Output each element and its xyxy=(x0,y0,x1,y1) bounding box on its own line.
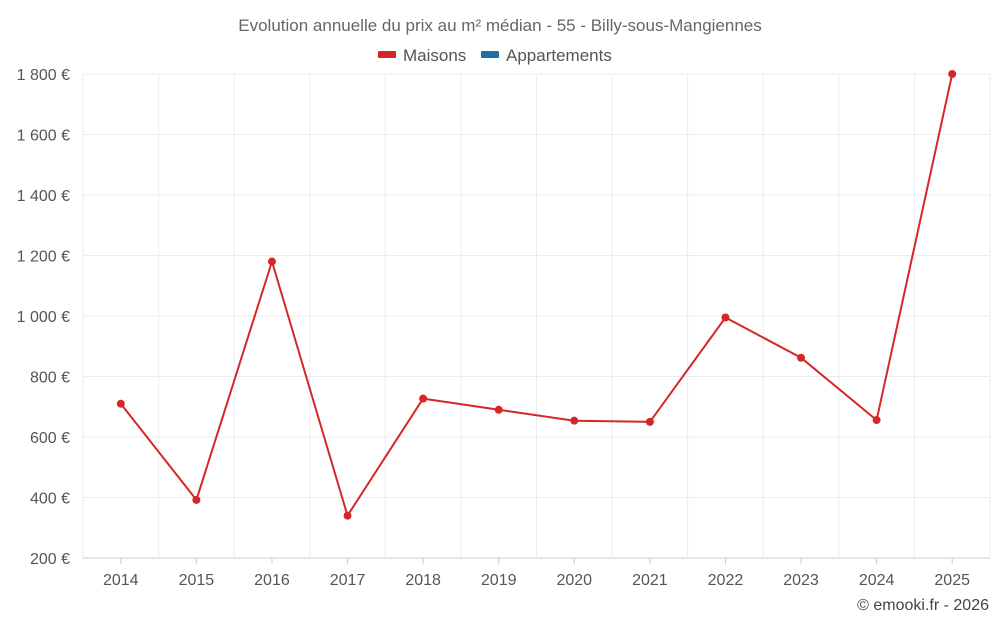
y-tick-label: 1 600 € xyxy=(17,128,70,145)
data-point[interactable] xyxy=(192,495,201,504)
x-tick-label: 2020 xyxy=(556,572,592,589)
data-point[interactable] xyxy=(570,416,579,425)
data-point[interactable] xyxy=(116,399,125,408)
legend-label-maisons: Maisons xyxy=(403,46,466,65)
data-point[interactable] xyxy=(343,511,352,520)
y-tick-label: 1 200 € xyxy=(17,249,70,266)
data-point[interactable] xyxy=(645,417,654,426)
y-tick-label: 600 € xyxy=(30,430,70,447)
x-tick-label: 2023 xyxy=(783,572,819,589)
x-axis: 2014 2015 2016 2017 2018 2019 2020 2021 2022 2023… xyxy=(103,558,970,589)
y-tick-label: 1 800 € xyxy=(17,67,70,84)
y-tick-label: 200 € xyxy=(30,551,70,568)
footer-credit: © emooki.fr - 2026 xyxy=(857,597,989,614)
x-tick-label: 2018 xyxy=(405,572,441,589)
x-tick-label: 2017 xyxy=(330,572,366,589)
x-tick-label: 2025 xyxy=(934,572,970,589)
chart-title: Evolution annuelle du prix au m² médian … xyxy=(238,16,762,35)
legend-item-appartements[interactable]: Appartements xyxy=(481,46,612,65)
legend-swatch-appartements xyxy=(481,51,499,58)
data-point[interactable] xyxy=(872,416,881,425)
y-tick-label: 800 € xyxy=(30,370,70,387)
x-tick-label: 2024 xyxy=(859,572,895,589)
y-tick-label: 1 400 € xyxy=(17,188,70,205)
x-tick-label: 2021 xyxy=(632,572,668,589)
data-point[interactable] xyxy=(267,257,276,266)
grid xyxy=(82,73,991,559)
data-point[interactable] xyxy=(948,70,957,78)
x-tick-label: 2019 xyxy=(481,572,517,589)
legend-label-appartements: Appartements xyxy=(506,46,612,65)
x-tick-label: 2014 xyxy=(103,572,139,589)
x-tick-label: 2015 xyxy=(179,572,215,589)
series-maisons xyxy=(116,70,957,520)
data-point[interactable] xyxy=(494,405,503,414)
legend: Maisons Appartements xyxy=(378,46,612,65)
legend-swatch-maisons xyxy=(378,51,396,58)
legend-item-maisons[interactable]: Maisons xyxy=(378,46,466,65)
data-point[interactable] xyxy=(419,394,428,403)
data-point[interactable] xyxy=(721,313,730,322)
y-axis: 200 € 400 € 600 € 800 € 1 000 € 1 200 € 1 400 … xyxy=(17,67,70,568)
x-tick-label: 2022 xyxy=(708,572,744,589)
y-tick-label: 1 000 € xyxy=(17,309,70,326)
x-tick-label: 2016 xyxy=(254,572,290,589)
series-line xyxy=(120,73,954,517)
data-point[interactable] xyxy=(797,353,806,362)
y-tick-label: 400 € xyxy=(30,491,70,508)
